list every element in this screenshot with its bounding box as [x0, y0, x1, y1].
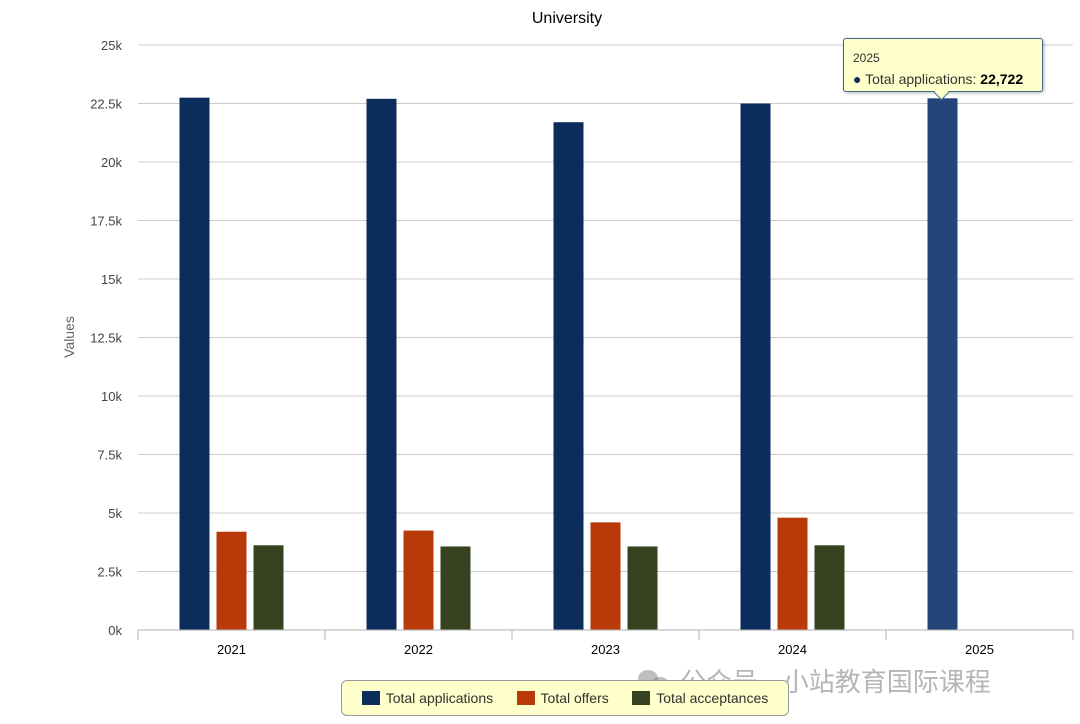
legend-label: Total acceptances	[656, 690, 769, 706]
bar-tooltip: 2025 ● Total applications: 22,722	[843, 38, 1043, 92]
y-tick-label: 2.5k	[97, 565, 122, 580]
tooltip-series: Total applications	[865, 71, 973, 87]
legend-swatch	[516, 691, 535, 705]
legend-item[interactable]: Total offers	[516, 690, 609, 706]
x-tick-label: 2021	[217, 642, 246, 657]
y-tick-label: 10k	[101, 389, 122, 404]
bar-total-applications-2025[interactable]	[927, 98, 958, 631]
legend-swatch	[632, 691, 651, 705]
bar-total-offers-2022[interactable]	[403, 530, 434, 630]
tooltip-year: 2025	[853, 51, 880, 65]
bar-total-applications-2022[interactable]	[366, 98, 397, 630]
tooltip-bullet-icon: ●	[853, 71, 862, 87]
bar-total-acceptances-2022[interactable]	[440, 546, 471, 630]
legend-swatch	[361, 691, 380, 705]
bar-total-offers-2023[interactable]	[590, 522, 621, 630]
bar-total-acceptances-2023[interactable]	[627, 546, 658, 630]
chart-title: University	[532, 10, 602, 27]
y-tick-label: 5k	[108, 506, 122, 521]
bar-total-acceptances-2021[interactable]	[253, 545, 284, 630]
y-tick-label: 12.5k	[90, 331, 122, 346]
x-tick-label: 2025	[965, 642, 994, 657]
y-axis-title: Values	[61, 316, 77, 358]
chart-legend: Total applications Total offers Total acce…	[341, 680, 789, 716]
y-tick-label: 0k	[108, 623, 122, 638]
bar-total-offers-2024[interactable]	[777, 517, 808, 630]
tooltip-value: 22,722	[980, 71, 1024, 87]
y-tick-label: 17.5k	[90, 214, 122, 229]
y-tick-label: 7.5k	[97, 448, 122, 463]
legend-item[interactable]: Total applications	[361, 690, 494, 706]
bar-total-applications-2023[interactable]	[553, 122, 584, 630]
bar-chart: University Values 0k 2.5k 5k 7.5k 10k 12.5k 15…	[61, 10, 1074, 657]
x-tick-label: 2023	[591, 642, 620, 657]
y-tick-label: 25k	[101, 38, 122, 53]
x-tick-label: 2022	[404, 642, 433, 657]
legend-label: Total applications	[385, 690, 494, 706]
tooltip-value-line: ● Total applications: 22,722	[853, 71, 1024, 87]
x-tick-label: 2024	[778, 642, 807, 657]
y-tick-label: 15k	[101, 272, 122, 287]
y-tick-label: 22.5k	[90, 97, 122, 112]
bar-total-applications-2021[interactable]	[179, 97, 210, 630]
bar-total-acceptances-2024[interactable]	[814, 545, 845, 630]
y-tick-label: 20k	[101, 155, 122, 170]
legend-label: Total offers	[540, 690, 609, 706]
legend-item[interactable]: Total acceptances	[632, 690, 768, 706]
bar-total-applications-2024[interactable]	[740, 103, 771, 631]
bar-total-offers-2021[interactable]	[216, 531, 247, 630]
